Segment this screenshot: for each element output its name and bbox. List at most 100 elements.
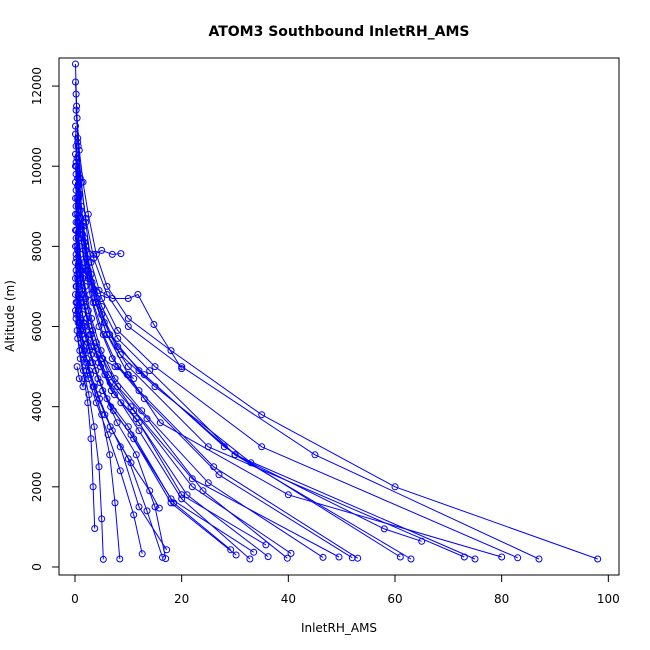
data-point-18-9 [246,555,254,563]
data-point-17-2 [75,282,83,290]
data-point-9-6 [108,355,116,363]
data-point-28-0 [72,315,80,322]
y-tick-label-5: 10000 [30,147,44,185]
data-point-29-3 [90,250,98,258]
data-point-13-4 [85,323,93,330]
data-point-10-0 [72,170,80,178]
data-point-11-8 [188,475,196,483]
data-point-3-4 [87,258,95,266]
data-point-6-0 [72,142,80,150]
data-point-22-8 [151,503,159,511]
data-point-31-0 [74,307,82,314]
data-point-9-3 [80,258,88,266]
data-point-17-0 [72,226,79,234]
data-point-19-4 [85,347,93,355]
data-point-28-2 [76,355,84,363]
data-point-16-7 [135,419,143,427]
data-point-6-7 [146,367,154,375]
series-line-1 [75,81,598,560]
data-point-16-5 [97,363,105,371]
data-point-26-3 [82,359,90,367]
data-point-10-5 [99,331,107,338]
data-point-0-2 [74,138,82,146]
data-point-7-0 [72,150,79,158]
data-point-5-7 [124,363,132,371]
data-point-8-9 [380,525,388,533]
data-point-11-0 [72,178,79,186]
series-layer [75,63,598,560]
data-point-12-0 [72,186,80,194]
data-point-10-6 [114,363,122,371]
data-point-20-3 [81,323,89,330]
data-point-28-7 [91,525,99,532]
data-point-25-4 [84,375,92,383]
data-point-19-9 [232,551,240,559]
data-point-24-7 [127,459,135,467]
series-line-9 [75,166,358,559]
data-point-32-2 [79,383,87,391]
data-point-0-12 [498,553,506,561]
data-point-3-9 [514,554,522,562]
marker-layer [72,60,602,563]
data-point-12-9 [319,553,327,561]
x-tick-label-3: 60 [387,592,402,606]
data-point-10-2 [77,234,85,242]
x-tick-label-1: 20 [174,592,189,606]
data-point-19-8 [167,499,175,507]
data-point-29-0 [74,218,82,226]
data-point-2-6 [124,323,132,330]
data-point-21-9 [163,546,171,554]
data-point-0-0 [72,60,79,68]
x-axis-title: InletRH_AMS [301,621,377,635]
data-point-1-9 [258,411,266,419]
data-point-30-2 [95,286,103,294]
series-line-16 [75,222,267,546]
data-point-3-3 [82,218,90,226]
data-point-17-6 [103,395,111,403]
data-point-13-0 [72,194,79,202]
data-point-25-6 [104,431,112,439]
data-point-18-4 [90,343,98,351]
x-axis: 0 20 40 60 80 100 [71,574,620,606]
data-point-2-1 [74,134,82,142]
data-point-17-1 [73,254,81,262]
data-point-7-5 [98,311,106,318]
data-point-6-1 [74,174,82,182]
data-point-16-4 [87,331,95,338]
x-tick-label-5: 100 [597,592,620,606]
data-point-11-5 [92,339,100,347]
data-point-8-2 [78,222,86,230]
data-point-9-5 [95,323,103,330]
data-point-26-0 [72,299,80,306]
data-point-20-8 [170,499,178,507]
y-tick-label-1: 2000 [30,472,44,503]
plot-frame [58,57,620,576]
data-point-16-1 [74,246,82,254]
data-point-8-0 [72,158,80,166]
data-point-15-3 [80,299,88,306]
data-point-15-8 [183,491,191,499]
data-point-27-7 [98,515,106,523]
data-point-31-2 [87,343,95,351]
data-point-13-6 [106,379,114,387]
data-point-26-6 [106,451,114,459]
data-point-26-8 [116,555,124,563]
data-point-30-4 [124,295,132,302]
data-point-28-5 [87,435,95,443]
data-point-2-5 [103,291,111,298]
data-point-22-0 [72,266,80,274]
data-point-11-9 [335,553,343,561]
data-point-8-7 [151,383,159,391]
series-line-7 [75,154,401,558]
data-point-21-8 [135,503,143,511]
data-point-20-5 [96,379,104,387]
data-point-10-9 [348,554,356,562]
data-point-8-8 [247,459,255,467]
data-point-6-5 [98,303,106,310]
data-point-2-3 [82,214,90,222]
data-point-5-6 [103,331,111,338]
data-point-10-3 [82,266,90,274]
data-point-23-5 [94,391,102,399]
data-point-20-9 [227,546,235,554]
